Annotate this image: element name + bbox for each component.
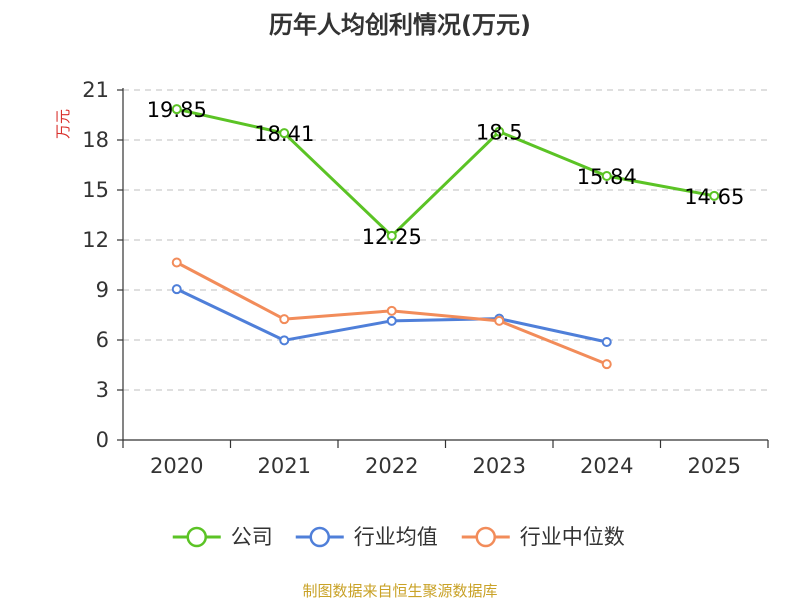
data-label: 12.25 [362,225,422,249]
x-tick-label: 2020 [150,454,203,478]
data-label: 15.84 [577,165,637,189]
legend-label: 公司 [231,525,273,549]
data-point [601,359,612,370]
x-tick-label: 2025 [688,454,741,478]
data-point [279,335,290,346]
legend-swatch-marker [309,526,330,548]
data-point [279,314,290,325]
data-label: 18.5 [476,121,523,145]
y-tick-label: 12 [82,228,109,252]
legend-label: 行业中位数 [520,525,625,549]
data-label: 19.85 [147,98,207,122]
data-label: 18.41 [254,122,314,146]
data-point [279,128,290,139]
legend-swatch-marker [475,526,496,548]
data-point [171,257,182,268]
data-point [709,190,720,201]
data-point [171,104,182,115]
chart-title: 历年人均创利情况(万元) [269,11,531,39]
data-point [601,171,612,181]
y-tick-label: 9 [96,278,109,302]
data-point [494,315,505,326]
y-tick-label: 18 [82,128,109,152]
grid-lines [123,89,768,391]
x-tick-label: 2021 [258,454,311,478]
series-group [171,104,720,370]
x-tick-label: 2023 [473,454,526,478]
x-tick-label: 2024 [580,454,633,478]
source-note: 制图数据来自恒生聚源数据库 [302,582,497,600]
data-point [386,230,397,241]
y-tick-label: 21 [82,78,109,102]
data-labels: 19.85 18.41 12.25 18.5 15.84 14.65 [147,98,745,249]
data-point [494,126,505,137]
x-tick-label: 2022 [365,454,418,478]
data-point [171,284,182,295]
legend-label: 行业均值 [354,525,438,549]
data-point [386,305,397,316]
data-label: 14.65 [684,185,744,209]
y-tick-label: 15 [82,178,109,202]
y-tick-label: 0 [96,428,109,452]
data-point [386,315,397,326]
series-line [176,107,715,238]
y-tick-label: 6 [96,328,109,352]
legend-swatch-marker [186,526,207,548]
y-tick-label: 3 [96,378,109,402]
legend: 公司 行业均值 行业中位数 [172,525,625,549]
axes: 0 3 6 9 12 15 18 21 2020 2021 2022 2023 2024 2025 [82,78,769,478]
y-axis-unit-label: 万元 [54,109,72,139]
data-point [601,337,612,347]
